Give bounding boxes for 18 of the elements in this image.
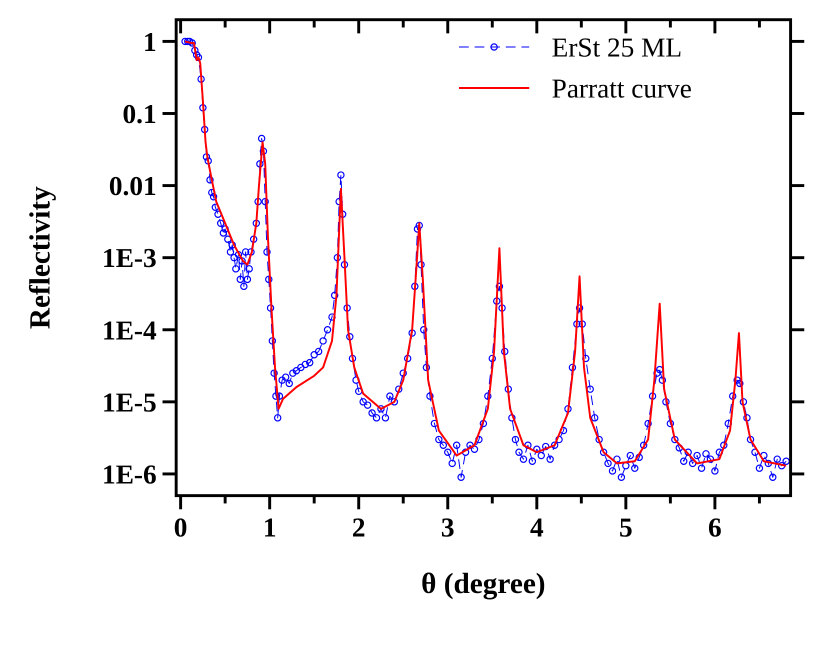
x-tick-label: 3: [440, 512, 455, 543]
x-tick-label: 1: [262, 512, 276, 543]
x-tick-label: 0: [174, 512, 188, 543]
x-tick-label: 6: [708, 512, 722, 543]
y-tick-label: 0.01: [108, 171, 157, 202]
y-tick-label: 1E-5: [102, 387, 157, 418]
y-axis-title: Reflectivity: [24, 186, 56, 330]
y-tick-label: 1E-3: [102, 243, 157, 274]
y-tick-label: 1E-4: [102, 315, 158, 346]
y-tick-label: 1: [143, 26, 157, 57]
x-axis-title: θ (degree): [421, 568, 546, 600]
x-tick-label: 2: [352, 512, 366, 543]
legend-label: ErSt 25 ML: [552, 32, 682, 63]
x-tick-label: 5: [619, 512, 633, 543]
x-tick-label: 4: [530, 512, 544, 543]
y-tick-label: 1E-6: [102, 459, 157, 490]
y-tick-label: 0.1: [122, 99, 157, 130]
legend-label: Parratt curve: [552, 74, 692, 104]
